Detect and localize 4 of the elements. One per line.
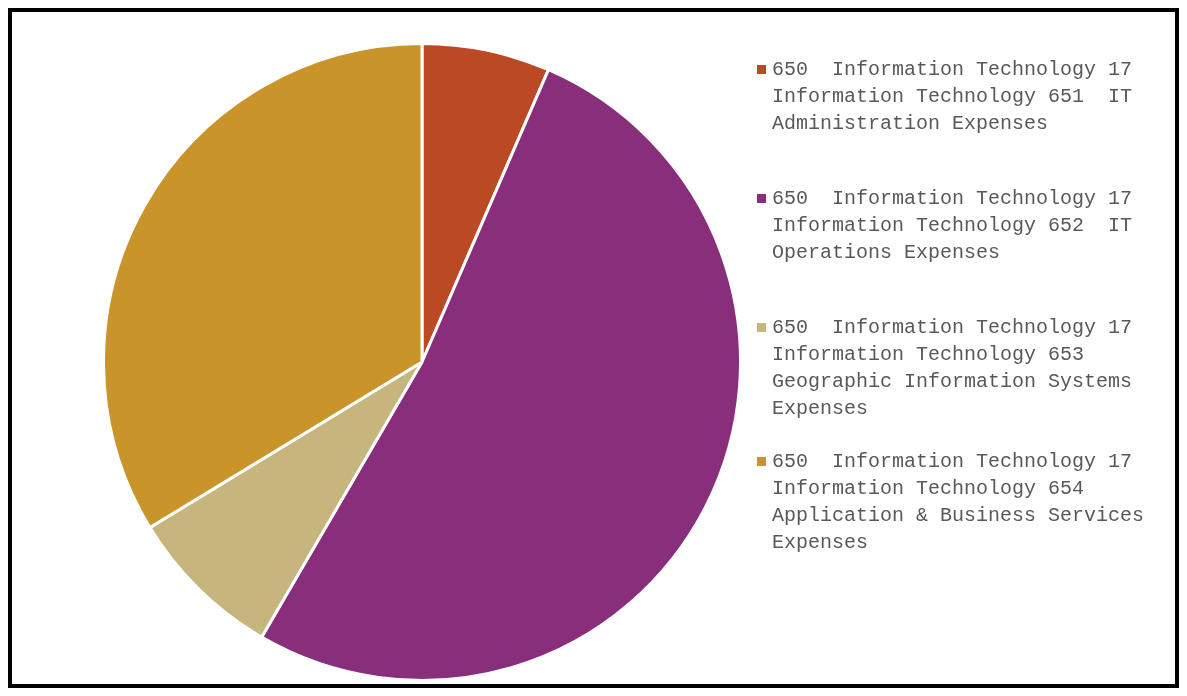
legend-label: 650 Information Technology 17 Information Technology 654 Application & Business Services Expenses bbox=[772, 449, 1146, 556]
legend-label: 650 Information Technology 17 Information Technology 653 Geographic Information Systems Expenses bbox=[772, 315, 1134, 422]
legend-label: 650 Information Technology 17 Information Technology 651 IT Administration Expenses bbox=[772, 57, 1134, 137]
legend-label: 650 Information Technology 17 Information Technology 652 IT Operations Expenses bbox=[772, 186, 1134, 266]
